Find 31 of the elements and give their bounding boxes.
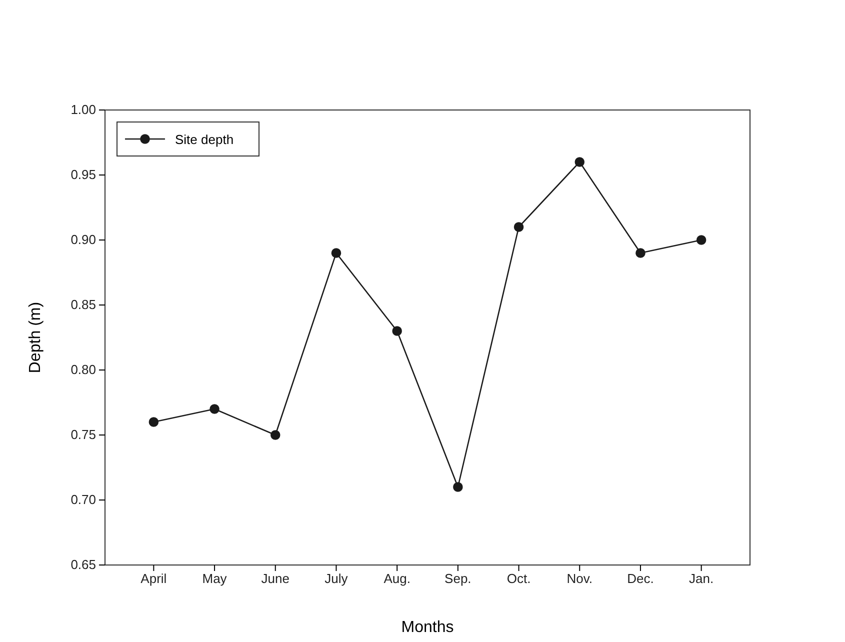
x-tick-label: Aug.: [384, 571, 410, 586]
y-axis-title: Depth (m): [27, 302, 44, 374]
y-tick-label: 1.00: [70, 102, 96, 118]
point: [331, 248, 342, 258]
y-tick-label: 0.95: [70, 167, 96, 182]
x-tick-label: May: [202, 571, 228, 586]
point: [148, 417, 159, 427]
x-axis-title: Months: [401, 619, 454, 636]
y-tick-label: 0.75: [70, 427, 96, 442]
x-tick-label: Nov.: [566, 571, 593, 586]
x-tick-label: Jan.: [689, 571, 714, 586]
y-tick-label: 0.70: [70, 492, 96, 508]
point: [574, 157, 585, 167]
point: [210, 404, 220, 414]
x-tick-label: April: [140, 571, 167, 586]
point: [270, 430, 280, 440]
x-tick-label: Oct.: [506, 571, 531, 586]
x-tick-label: June: [261, 571, 290, 586]
x-tick-label: Sep.: [444, 571, 472, 586]
point: [636, 248, 646, 258]
y-tick-label: 0.90: [70, 232, 96, 248]
point: [696, 235, 706, 245]
y-tick-label: 0.80: [70, 362, 96, 378]
x-tick-label: July: [324, 571, 348, 586]
point: [453, 482, 463, 492]
point: [514, 222, 524, 232]
legend-label: Site depth: [175, 132, 234, 147]
y-tick-label: 0.85: [70, 297, 96, 312]
y-tick-label: 0.65: [70, 557, 96, 572]
point: [392, 326, 402, 336]
x-tick-label: Dec.: [627, 571, 654, 586]
